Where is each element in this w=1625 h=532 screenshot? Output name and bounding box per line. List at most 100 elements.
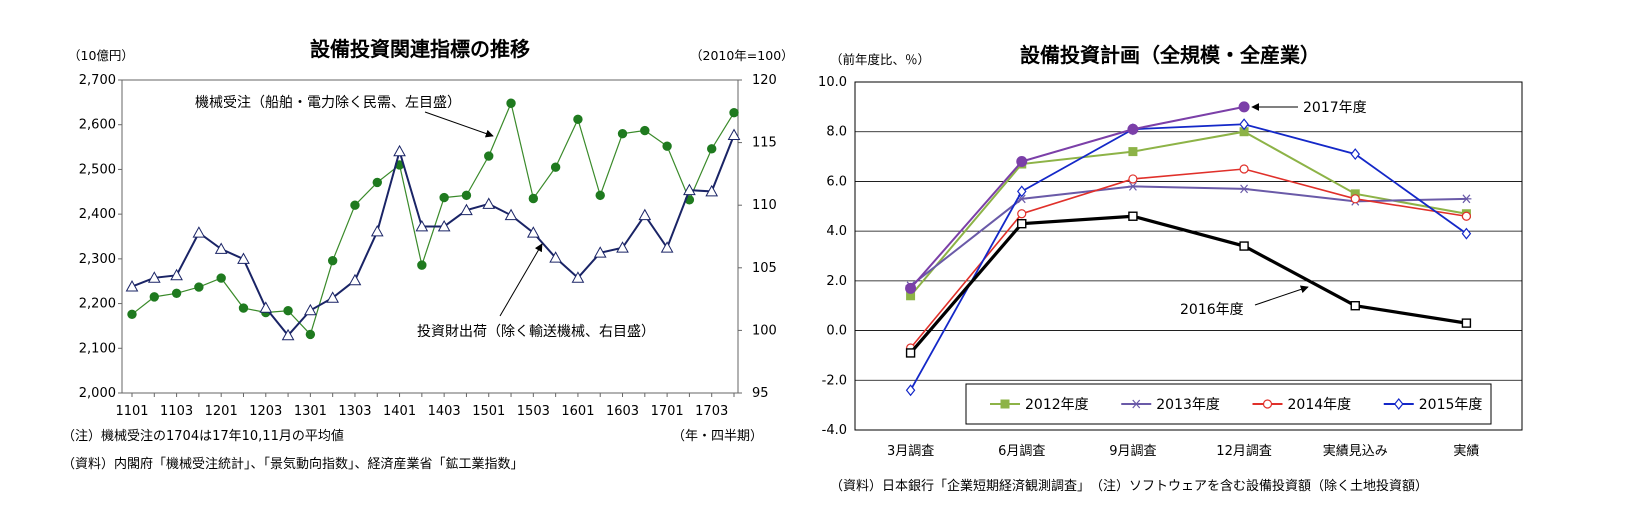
plot-area: [121, 79, 739, 394]
left-tick-label: 2,200: [79, 297, 116, 312]
axes: 2,000 2,100 2,200 2,300 2,400 2,500 2,600 2,700…: [79, 73, 777, 419]
right-tick-label: 120: [752, 73, 777, 88]
point-machinery-orders: [305, 329, 316, 340]
y-tick-label: 2.0: [826, 274, 847, 289]
right-tick-label: 115: [752, 136, 777, 151]
x-tick-label: 実績: [1453, 443, 1479, 459]
axes: -4.0 -2.0 0.0 2.0 4.0 6.0 8.0 10.0 3月調査 6月調査 9月調査 1…: [818, 75, 1523, 459]
x-tick-label: 実績見込み: [1323, 443, 1388, 459]
point-investment-shipments: [326, 291, 340, 303]
legend-marker: [1131, 399, 1142, 409]
y-tick-label: 6.0: [826, 174, 847, 189]
x-tick-label: 1503: [517, 404, 550, 419]
point-fy2014: [1350, 194, 1360, 204]
point-investment-shipments: [660, 241, 674, 253]
asterisk-stroke: [1017, 194, 1026, 204]
point-fy2016: [1461, 318, 1472, 328]
x-tick-label: 1103: [160, 404, 193, 419]
plot-area: [854, 81, 1523, 431]
point-investment-shipments: [571, 271, 585, 283]
point-fy2016: [1350, 301, 1360, 311]
point-investment-shipments: [727, 128, 741, 140]
left-tick-label: 2,000: [79, 386, 116, 401]
annotation-arrow-shipments: [499, 243, 543, 317]
point-investment-shipments: [437, 219, 451, 232]
capex-plans-chart: 設備投資計画（全規模・全産業） （前年度比、％） -4.0 -2.0 0.0 2.0 4…: [818, 43, 1523, 494]
left-tick-label: 2,600: [79, 118, 116, 133]
point-fy2016: [1017, 218, 1027, 229]
legend-label: 2012年度: [1025, 397, 1089, 413]
point-investment-shipments: [237, 252, 250, 264]
point-investment-shipments: [125, 280, 139, 292]
right-axis-unit: （2010年=100）: [690, 48, 794, 63]
legend-marker: [1000, 399, 1010, 409]
legend-label: 2015年度: [1419, 397, 1483, 413]
point-fy2015: [1016, 185, 1027, 198]
y-tick-label: -2.0: [822, 373, 847, 388]
point-investment-shipments: [304, 303, 317, 316]
annotation-machinery-orders: 機械受注（船舶・電力除く民需、左目盛）: [195, 95, 461, 111]
x-tick-label: 1401: [383, 404, 416, 419]
capex-indicators-chart: 設備投資関連指標の推移 （10億円） （2010年=100） 2,000 2,10…: [62, 37, 794, 472]
point-investment-shipments: [192, 226, 206, 238]
asterisk-stroke: [1462, 194, 1471, 204]
legend-label: 2013年度: [1156, 397, 1220, 413]
point-machinery-orders: [528, 193, 539, 204]
point-investment-shipments: [616, 241, 629, 253]
annotation-investment-shipments: 投資財出荷（除く輸送機械、右目盛）: [417, 324, 655, 340]
annotation-fy2016: 2016年度: [1180, 302, 1244, 318]
y-tick-label: 4.0: [826, 224, 847, 239]
x-tick-label: 1303: [338, 404, 371, 419]
point-machinery-orders: [171, 288, 182, 298]
point-fy2015: [905, 384, 916, 397]
legend: 2012年度 2013年度 2014年度 2015年度: [965, 383, 1492, 425]
point-fy2014: [1017, 209, 1027, 219]
point-fy2014: [1461, 211, 1472, 221]
x-tick-label: 1403: [428, 404, 461, 419]
series-line-machinery-orders: [131, 101, 735, 336]
right-tick-label: 110: [752, 198, 777, 213]
point-machinery-orders: [617, 128, 628, 139]
point-investment-shipments: [638, 208, 652, 221]
y-axis-unit: （前年度比、％）: [830, 52, 930, 67]
point-investment-shipments: [281, 328, 295, 341]
point-investment-shipments: [504, 208, 518, 221]
point-fy2012: [1128, 147, 1138, 157]
left-tick-label: 2,700: [79, 73, 116, 88]
point-machinery-orders: [327, 255, 338, 266]
point-machinery-orders: [707, 144, 717, 154]
point-fy2015: [1239, 118, 1249, 131]
right-tick-label: 100: [752, 323, 777, 338]
asterisk-stroke: [1240, 184, 1249, 194]
point-fy2015: [1461, 227, 1472, 240]
footnote: （注）機械受注の1704は17年10,11月の平均値: [62, 428, 344, 444]
point-fy2014: [1128, 174, 1138, 184]
point-machinery-orders: [461, 190, 472, 201]
point-machinery-orders: [439, 192, 449, 203]
point-machinery-orders: [283, 306, 293, 316]
source-note: （資料）日本銀行「企業短期経済観測調査」 （注）ソフトウェアを含む設備投資額（除…: [830, 478, 1428, 494]
point-machinery-orders: [573, 114, 583, 125]
point-investment-shipments: [482, 197, 496, 209]
point-fy2017: [1016, 156, 1028, 168]
point-machinery-orders: [194, 282, 204, 292]
annotation-arrow-fy2016: [1254, 285, 1309, 306]
chart-title: 設備投資関連指標の推移: [310, 37, 530, 61]
point-investment-shipments: [549, 251, 562, 263]
point-investment-shipments: [170, 268, 183, 281]
point-investment-shipments: [147, 271, 161, 283]
point-fy2016: [1239, 241, 1249, 251]
point-machinery-orders: [484, 151, 494, 161]
left-tick-label: 2,400: [79, 207, 116, 222]
point-fy2014: [1239, 164, 1249, 174]
x-tick-label: 1601: [561, 404, 594, 419]
point-machinery-orders: [350, 200, 360, 210]
legend-label: 2014年度: [1288, 397, 1352, 413]
source-note: （資料）内閣府「機械受注統計」、「景気動向指数」、経済産業省「鉱工業指数」: [62, 456, 524, 472]
x-tick-label: 9月調査: [1109, 444, 1156, 459]
point-investment-shipments: [705, 184, 719, 197]
right-tick-label: 105: [752, 261, 777, 276]
x-tick-label: 1203: [249, 404, 282, 419]
x-tick-label: 1201: [205, 404, 238, 419]
point-fy2013: [1461, 194, 1472, 204]
